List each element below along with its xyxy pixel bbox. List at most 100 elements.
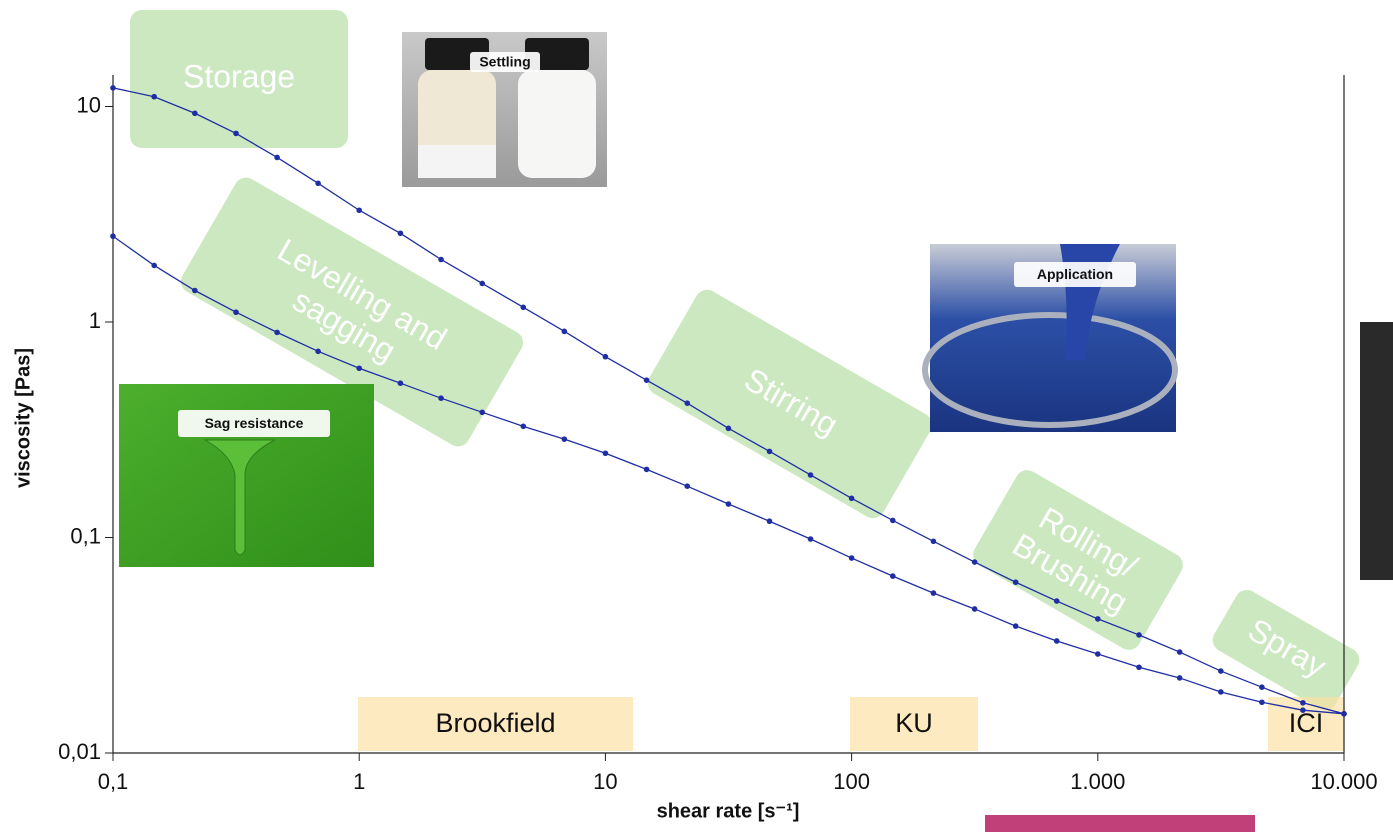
data-point bbox=[930, 590, 937, 596]
method-label: ICI bbox=[1289, 708, 1324, 738]
data-point bbox=[930, 538, 937, 545]
data-point bbox=[1053, 598, 1060, 604]
x-tick-label: 1.000 bbox=[1070, 769, 1125, 794]
method-box bbox=[358, 697, 633, 751]
x-tick-label: 0,1 bbox=[98, 769, 129, 794]
data-point bbox=[438, 256, 444, 263]
photo-label-box bbox=[1014, 262, 1136, 287]
phase-group: Stirring bbox=[647, 289, 933, 519]
data-point bbox=[1095, 651, 1101, 657]
data-point bbox=[274, 329, 280, 336]
x-tick-label: 10.000 bbox=[1310, 769, 1377, 794]
photo-label: Application bbox=[1037, 266, 1113, 282]
phase-group: Storage bbox=[130, 10, 348, 148]
data-point bbox=[971, 606, 978, 612]
data-point bbox=[520, 304, 527, 311]
data-point bbox=[479, 409, 486, 416]
data-point bbox=[356, 365, 363, 372]
data-point bbox=[602, 353, 609, 360]
photo-label: Sag resistance bbox=[205, 415, 304, 431]
method-label: KU bbox=[895, 708, 933, 738]
x-tick-label: 10 bbox=[593, 769, 617, 794]
x-tick-label: 100 bbox=[833, 769, 870, 794]
data-point bbox=[315, 348, 321, 355]
data-point bbox=[1176, 649, 1183, 655]
y-tick-label: 1 bbox=[89, 308, 101, 333]
data-point bbox=[848, 495, 855, 502]
data-point bbox=[192, 287, 198, 294]
method-box bbox=[850, 697, 978, 751]
data-point bbox=[1259, 699, 1265, 706]
data-point bbox=[725, 425, 732, 432]
data-point bbox=[807, 472, 814, 478]
data-point bbox=[766, 448, 773, 455]
phase-box bbox=[1212, 589, 1360, 711]
phase-label: Storage bbox=[183, 58, 295, 94]
data-point bbox=[1218, 689, 1224, 695]
data-point bbox=[151, 262, 157, 269]
data-point bbox=[684, 483, 691, 489]
data-point bbox=[766, 518, 773, 525]
data-point bbox=[889, 517, 896, 524]
data-point bbox=[1136, 632, 1142, 638]
bottle bbox=[518, 70, 596, 178]
photo-layer: Settling Sag resistance Application bbox=[119, 32, 1393, 832]
photo-partial bbox=[985, 815, 1255, 832]
photo-label: Settling bbox=[479, 54, 530, 70]
x-tick-label: 1 bbox=[353, 769, 365, 794]
plot-layer: 0,01 0,1 1 10 0,1 1 10 100 1.000 10.000 bbox=[58, 75, 1378, 794]
bottle-cap bbox=[525, 38, 589, 70]
data-point bbox=[561, 328, 568, 335]
data-point bbox=[233, 130, 239, 137]
data-point bbox=[520, 423, 527, 430]
data-point bbox=[356, 207, 363, 214]
y-tick-label: 0,1 bbox=[70, 523, 101, 548]
data-point bbox=[315, 180, 321, 187]
phase-box bbox=[130, 10, 348, 148]
data-point bbox=[192, 110, 198, 117]
data-point bbox=[889, 573, 896, 579]
data-point bbox=[1012, 623, 1019, 629]
data-point bbox=[1341, 711, 1347, 717]
data-point bbox=[110, 85, 116, 91]
data-point bbox=[643, 466, 650, 473]
data-point bbox=[1300, 699, 1306, 706]
y-tick-label: 10 bbox=[77, 92, 101, 117]
data-point bbox=[725, 501, 732, 507]
data-point bbox=[397, 380, 404, 386]
data-point bbox=[110, 233, 116, 240]
data-point bbox=[233, 309, 239, 316]
data-point bbox=[1259, 684, 1265, 690]
photo-partial bbox=[1360, 322, 1393, 580]
data-point bbox=[1012, 579, 1019, 586]
phase-group: Rolling/Brushing bbox=[973, 470, 1183, 650]
photo-label-box bbox=[470, 52, 540, 72]
data-point bbox=[807, 536, 814, 542]
data-point bbox=[479, 280, 486, 287]
data-point bbox=[684, 400, 691, 406]
phase-box bbox=[973, 470, 1183, 650]
data-point bbox=[438, 395, 444, 401]
data-point bbox=[1053, 638, 1060, 644]
data-point bbox=[1300, 707, 1306, 713]
data-point bbox=[643, 377, 650, 383]
x-axis-title: shear rate [s⁻¹] bbox=[657, 800, 800, 822]
data-point bbox=[151, 93, 157, 100]
data-point bbox=[1095, 616, 1101, 622]
data-point bbox=[1218, 668, 1224, 674]
photo-label-box bbox=[178, 410, 330, 437]
data-point bbox=[1176, 675, 1183, 681]
data-point bbox=[848, 555, 855, 561]
data-point bbox=[274, 154, 280, 161]
data-point bbox=[561, 436, 568, 442]
sag-drip bbox=[203, 439, 276, 556]
y-tick-label: 0,01 bbox=[58, 739, 101, 764]
can-rim bbox=[922, 312, 1178, 428]
y-axis-title: viscosity [Pas] bbox=[12, 348, 34, 488]
data-point bbox=[1136, 664, 1142, 671]
phase-box bbox=[647, 289, 933, 519]
bottle-sediment bbox=[418, 145, 496, 178]
